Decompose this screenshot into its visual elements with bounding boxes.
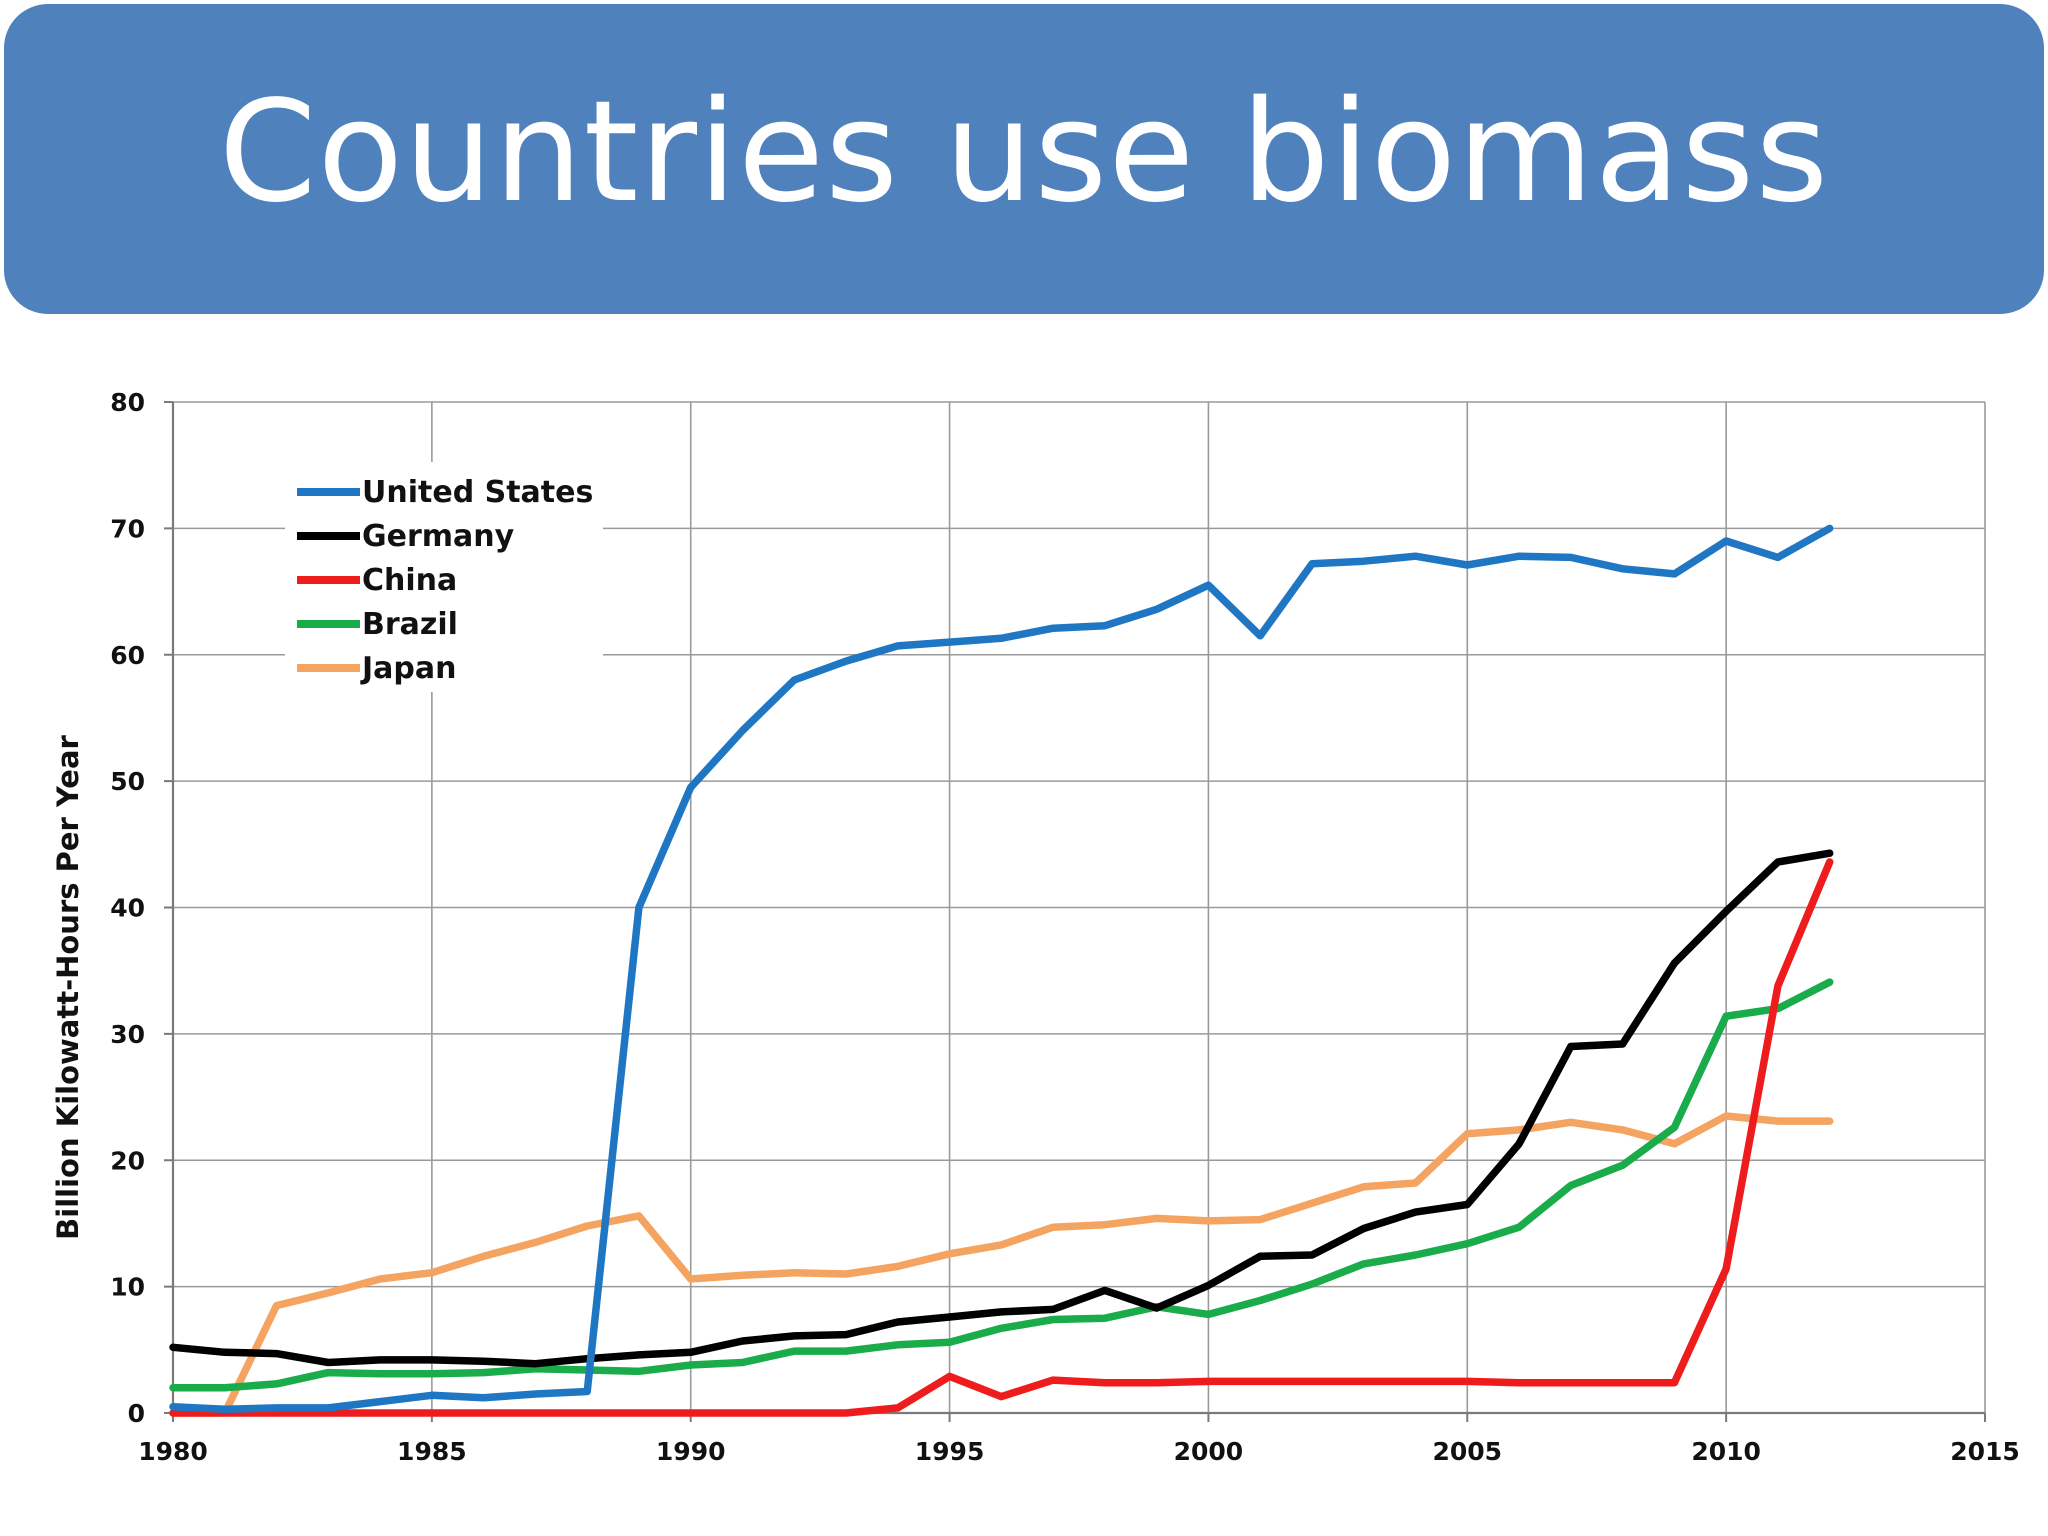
y-tick-label: 30 bbox=[110, 1020, 145, 1049]
x-tick-label: 2000 bbox=[1174, 1437, 1244, 1466]
x-tick-label: 2010 bbox=[1691, 1437, 1761, 1466]
y-tick-label: 40 bbox=[110, 894, 145, 923]
x-tick-label: 1990 bbox=[656, 1437, 726, 1466]
y-tick-label: 60 bbox=[110, 641, 145, 670]
y-tick-label: 50 bbox=[110, 767, 145, 796]
title-bar: Countries use biomass bbox=[4, 4, 2044, 314]
legend-label: Brazil bbox=[362, 607, 458, 642]
series-line-japan bbox=[169, 1112, 1834, 1417]
legend-label: Germany bbox=[362, 519, 515, 554]
y-axis-label: Billion Kilowatt-Hours Per Year bbox=[51, 734, 85, 1239]
legend-label: China bbox=[362, 563, 457, 598]
series-line-brazil bbox=[169, 978, 1834, 1392]
series-line-united-states bbox=[169, 524, 1834, 1413]
y-tick-label: 0 bbox=[128, 1399, 145, 1428]
x-tick-label: 1980 bbox=[138, 1437, 208, 1466]
chart-legend: United States Germany China Brazil Japan bbox=[285, 462, 603, 692]
x-tick-label: 1985 bbox=[397, 1437, 467, 1466]
chart-tick-labels: 0 10 20 30 40 50 60 70 80 1980 1985 1990 1995 2000 200… bbox=[110, 388, 2020, 1466]
y-tick-label: 70 bbox=[110, 514, 145, 543]
x-tick-label: 2015 bbox=[1950, 1437, 2020, 1466]
y-tick-label: 10 bbox=[110, 1273, 145, 1302]
series-line-china bbox=[169, 858, 1834, 1417]
slide-title: Countries use biomass bbox=[218, 70, 1830, 234]
x-tick-label: 2005 bbox=[1432, 1437, 1502, 1466]
y-tick-label: 20 bbox=[110, 1146, 145, 1175]
legend-label: Japan bbox=[360, 651, 456, 686]
y-tick-label: 80 bbox=[110, 388, 145, 417]
legend-label: United States bbox=[362, 475, 593, 510]
x-tick-label: 1995 bbox=[915, 1437, 985, 1466]
chart-series bbox=[169, 524, 1834, 1417]
series-line-germany bbox=[169, 849, 1834, 1368]
